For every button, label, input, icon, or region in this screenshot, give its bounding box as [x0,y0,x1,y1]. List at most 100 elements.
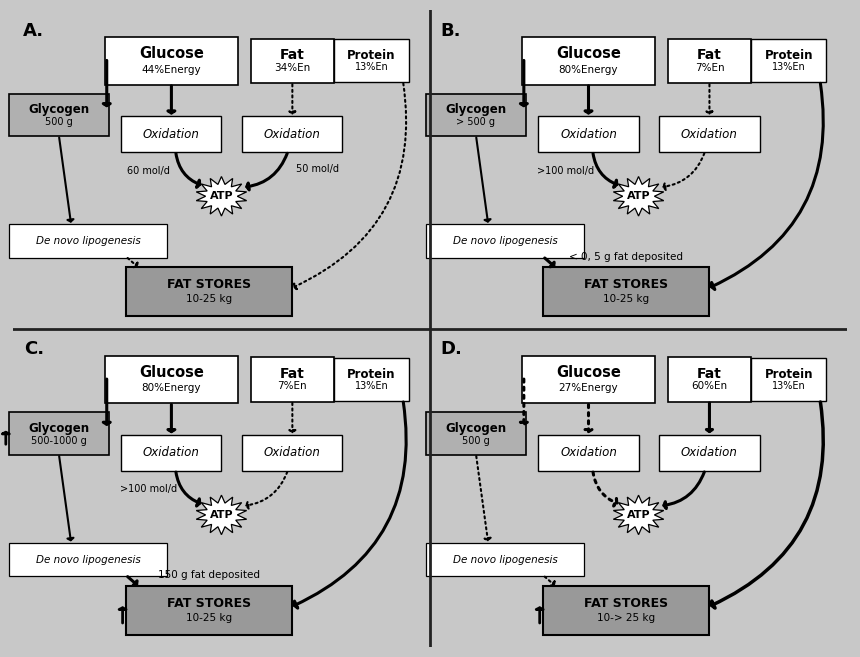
FancyBboxPatch shape [121,116,222,152]
Text: Oxidation: Oxidation [143,127,200,141]
Text: Fat: Fat [280,48,304,62]
Text: Glucose: Glucose [139,365,204,380]
Text: FAT STORES: FAT STORES [584,597,668,610]
Text: FAT STORES: FAT STORES [584,279,668,291]
Text: Oxidation: Oxidation [681,127,738,141]
Text: C.: C. [24,340,44,358]
Text: 7%En: 7%En [278,382,307,392]
Text: 34%En: 34%En [274,63,310,73]
Polygon shape [196,495,247,535]
Text: De novo lipogenesis: De novo lipogenesis [452,236,557,246]
FancyBboxPatch shape [243,116,342,152]
FancyBboxPatch shape [9,543,167,576]
Text: 500 g: 500 g [45,117,72,127]
FancyBboxPatch shape [9,224,167,258]
Text: Glycogen: Glycogen [445,103,507,116]
Polygon shape [613,177,664,216]
Text: Glycogen: Glycogen [28,103,89,116]
FancyBboxPatch shape [105,37,238,85]
Text: 150 g fat deposited: 150 g fat deposited [158,570,260,580]
FancyBboxPatch shape [543,586,709,635]
FancyBboxPatch shape [105,355,238,403]
Text: Glucose: Glucose [556,47,621,61]
Text: 13%En: 13%En [354,62,389,72]
Text: 10-> 25 kg: 10-> 25 kg [597,612,655,623]
Text: < 0, 5 g fat deposited: < 0, 5 g fat deposited [569,252,683,261]
Text: 27%Energy: 27%Energy [559,384,618,394]
FancyBboxPatch shape [751,39,826,82]
Text: Oxidation: Oxidation [681,446,738,459]
Polygon shape [613,495,664,535]
Text: 500-1000 g: 500-1000 g [31,436,87,445]
FancyBboxPatch shape [243,435,342,471]
Polygon shape [196,177,247,216]
Text: Fat: Fat [697,48,722,62]
Text: Oxidation: Oxidation [264,127,321,141]
Text: De novo lipogenesis: De novo lipogenesis [35,555,140,564]
FancyBboxPatch shape [426,413,526,455]
FancyBboxPatch shape [667,357,751,402]
FancyBboxPatch shape [751,358,826,401]
FancyBboxPatch shape [121,435,222,471]
Text: ATP: ATP [210,191,233,201]
Text: FAT STORES: FAT STORES [167,597,251,610]
FancyBboxPatch shape [543,267,709,317]
Text: 13%En: 13%En [771,62,806,72]
FancyBboxPatch shape [667,39,751,83]
Text: 13%En: 13%En [354,381,389,391]
FancyBboxPatch shape [426,543,584,576]
Text: 60 mol/d: 60 mol/d [127,166,170,176]
Text: ATP: ATP [210,510,233,520]
Text: Protein: Protein [765,49,813,62]
Text: Glucose: Glucose [556,365,621,380]
Text: Glucose: Glucose [139,47,204,61]
FancyBboxPatch shape [538,435,638,471]
FancyBboxPatch shape [426,94,526,137]
FancyBboxPatch shape [250,39,334,83]
Text: 7%En: 7%En [695,63,724,73]
Text: De novo lipogenesis: De novo lipogenesis [452,555,557,564]
Text: A.: A. [23,22,45,39]
Text: Protein: Protein [347,49,396,62]
FancyBboxPatch shape [9,94,109,137]
FancyBboxPatch shape [660,435,759,471]
Text: Protein: Protein [347,368,396,381]
Text: 60%En: 60%En [691,382,728,392]
Text: Oxidation: Oxidation [560,446,617,459]
FancyBboxPatch shape [522,37,655,85]
Text: FAT STORES: FAT STORES [167,279,251,291]
Text: 10-25 kg: 10-25 kg [186,612,232,623]
FancyBboxPatch shape [126,267,292,317]
Text: 50 mol/d: 50 mol/d [296,164,339,174]
Text: Oxidation: Oxidation [560,127,617,141]
Text: 10-25 kg: 10-25 kg [603,294,649,304]
Text: >100 mol/d: >100 mol/d [537,166,594,176]
FancyBboxPatch shape [334,39,409,82]
Text: Fat: Fat [697,367,722,381]
Text: ATP: ATP [627,510,650,520]
Text: B.: B. [440,22,461,39]
Text: Oxidation: Oxidation [264,446,321,459]
Text: > 500 g: > 500 g [457,117,495,127]
Text: 13%En: 13%En [771,381,806,391]
FancyBboxPatch shape [522,355,655,403]
Text: 80%Energy: 80%Energy [559,65,618,75]
Text: Glycogen: Glycogen [445,422,507,435]
Text: ATP: ATP [627,191,650,201]
FancyBboxPatch shape [660,116,759,152]
Text: De novo lipogenesis: De novo lipogenesis [35,236,140,246]
Text: 500 g: 500 g [462,436,489,445]
FancyBboxPatch shape [426,224,584,258]
Text: 44%Energy: 44%Energy [142,65,201,75]
Text: 10-25 kg: 10-25 kg [186,294,232,304]
Text: Glycogen: Glycogen [28,422,89,435]
FancyBboxPatch shape [126,586,292,635]
FancyBboxPatch shape [334,358,409,401]
Text: Fat: Fat [280,367,304,381]
Text: Protein: Protein [765,368,813,381]
Text: >100 mol/d: >100 mol/d [120,484,177,495]
FancyBboxPatch shape [250,357,334,402]
FancyBboxPatch shape [9,413,109,455]
FancyBboxPatch shape [538,116,638,152]
Text: Oxidation: Oxidation [143,446,200,459]
